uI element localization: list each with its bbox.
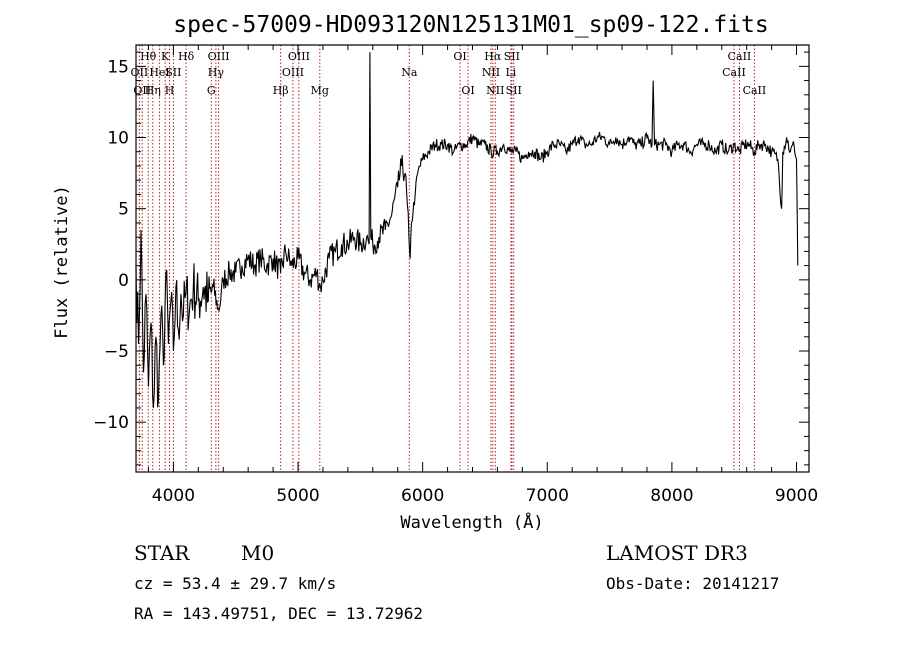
ra-dec: RA = 143.49751, DEC = 13.72962 [134, 604, 423, 623]
line-label: G [207, 84, 216, 97]
observation-date: Obs-Date: 20141217 [606, 574, 779, 593]
spectrum-line [135, 52, 799, 408]
line-label: Hδ [178, 50, 195, 63]
line-label: OI [461, 84, 474, 97]
line-label: SII [165, 66, 181, 79]
x-tick-label: 8000 [650, 486, 693, 506]
object-class: STAR [134, 541, 190, 565]
line-label: OIII [282, 66, 304, 79]
axis-tick-labels: 4000 5000 6000 7000 8000 9000 −10 −5 0 5 10 15 [93, 57, 818, 506]
chart-title: spec-57009-HD093120N125131M01_sp09-122.f… [173, 12, 768, 38]
object-subclass: M0 [241, 541, 274, 565]
line-label: Hγ [208, 66, 225, 79]
line-label: HeI [149, 66, 169, 79]
x-tick-label: 5000 [276, 486, 319, 506]
spectral-line-labels: OII OII Hθ Hη HeI K H SII Hδ G Hγ OIII Hβ OIII OIII Mg N… [131, 50, 767, 97]
line-label: OII [131, 66, 149, 79]
spectral-line-markers [138, 45, 755, 472]
x-axis-label: Wavelength (Å) [400, 511, 543, 533]
line-label: OII [133, 84, 151, 97]
axis-ticks [136, 45, 809, 472]
y-tick-label: 5 [118, 200, 129, 220]
y-axis-label: Flux (relative) [52, 185, 72, 339]
y-tick-label: 0 [118, 271, 129, 291]
line-label: Hα [484, 50, 502, 63]
plot-frame [135, 44, 810, 473]
x-tick-label: 7000 [526, 486, 569, 506]
line-label: Li [505, 66, 516, 79]
line-label: OIII [288, 50, 310, 63]
y-tick-label: 10 [107, 129, 129, 149]
line-label: CaII [728, 50, 752, 63]
line-label: NII [482, 66, 500, 79]
line-label: Hθ [140, 50, 157, 63]
line-label: SII [506, 84, 522, 97]
line-label: NII [486, 84, 504, 97]
line-label: Na [401, 66, 418, 79]
line-label: Mg [311, 84, 329, 97]
survey-name: LAMOST DR3 [606, 541, 748, 565]
line-label: H [165, 84, 175, 97]
line-label: SII [504, 50, 520, 63]
redshift-cz: cz = 53.4 ± 29.7 km/s [134, 574, 336, 593]
line-label: OIII [208, 50, 230, 63]
x-tick-label: 9000 [775, 486, 818, 506]
line-label: Hη [145, 84, 161, 97]
line-label: Hβ [273, 84, 289, 97]
line-label: OI [453, 50, 466, 63]
line-label: CaII [743, 84, 767, 97]
y-tick-label: −10 [93, 413, 129, 433]
y-tick-label: 15 [107, 57, 129, 77]
x-tick-label: 6000 [401, 486, 444, 506]
y-tick-label: −5 [104, 342, 129, 362]
line-label: CaII [722, 66, 746, 79]
x-tick-label: 4000 [152, 486, 195, 506]
line-label: K [161, 50, 170, 63]
